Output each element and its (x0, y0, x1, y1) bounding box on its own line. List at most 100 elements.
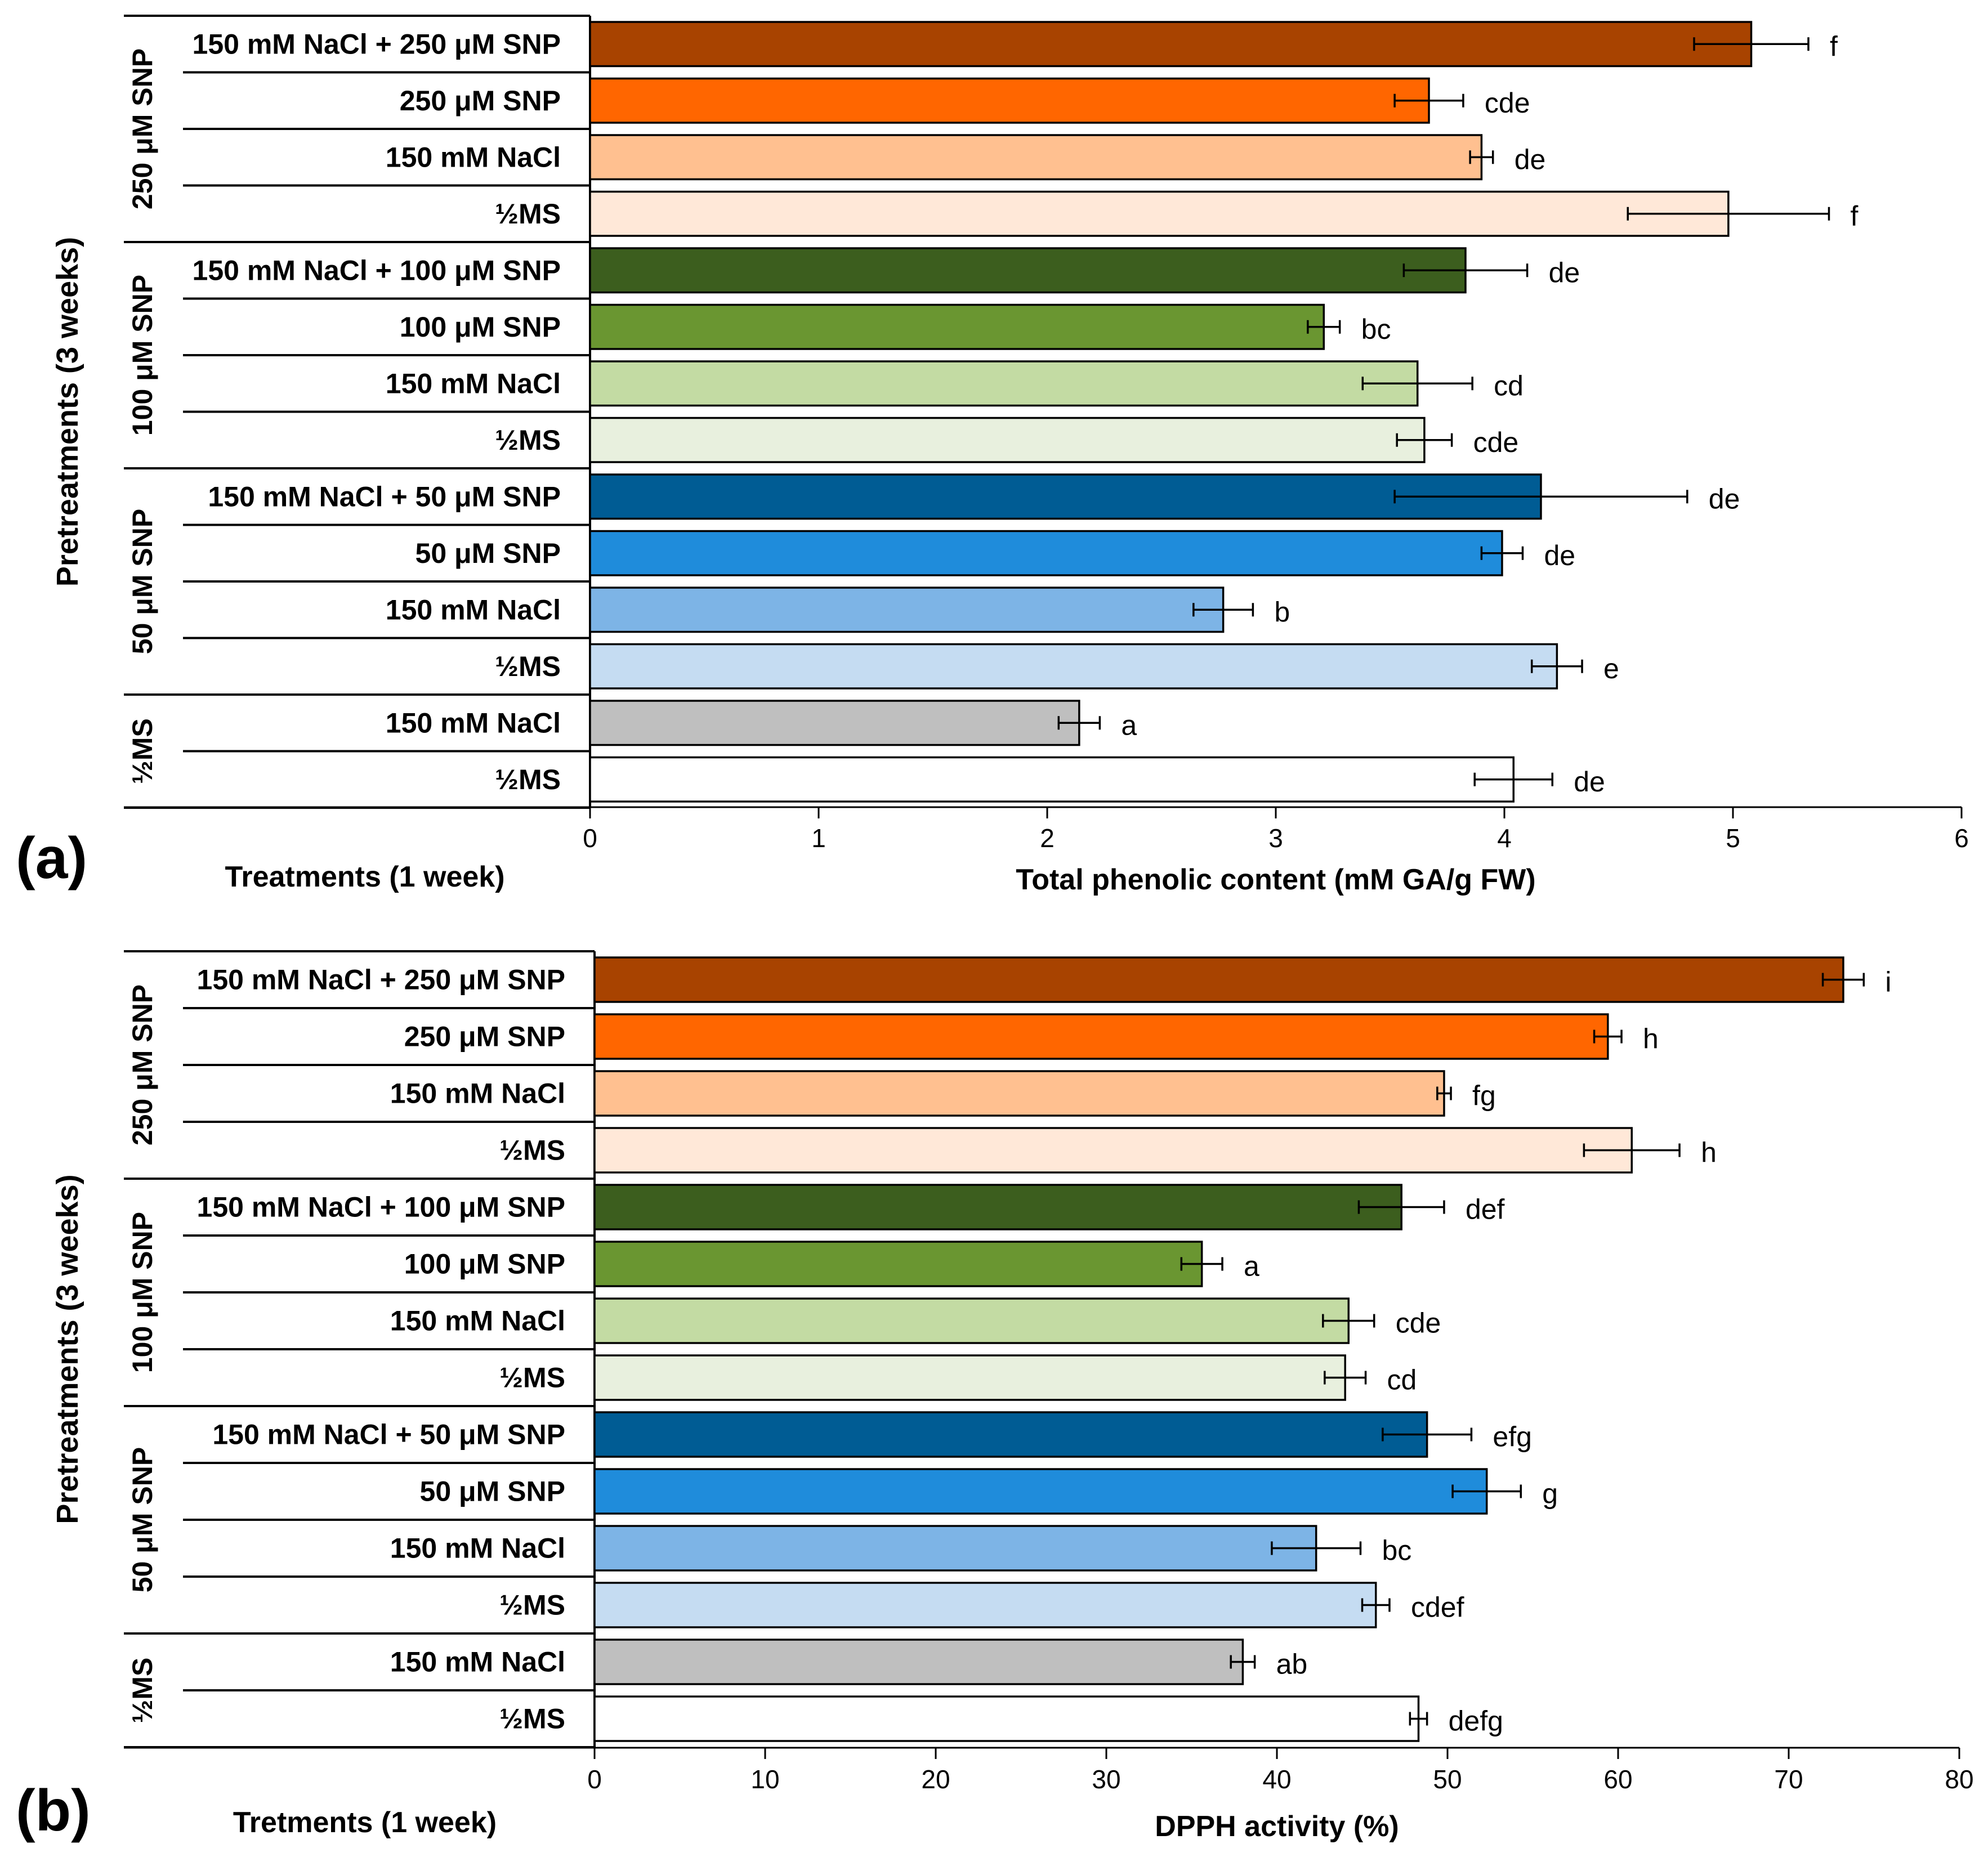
group-label: 100 μM SNP (127, 275, 158, 436)
significance-label: bc (1382, 1535, 1411, 1566)
bar (589, 587, 1225, 633)
bar (593, 1013, 1609, 1060)
panel-label: (b) (16, 1778, 91, 1843)
pretreatment-axis-title: Pretreatments (3 weeks) (51, 1174, 84, 1524)
significance-label: f (1830, 30, 1838, 62)
significance-label: de (1544, 540, 1575, 571)
treatment-label: 150 mM NaCl + 100 μM SNP (197, 1192, 565, 1223)
bar (589, 530, 1503, 576)
bar (589, 247, 1467, 294)
x-tick-label: 2 (1040, 823, 1055, 853)
x-tick-label: 4 (1497, 823, 1512, 853)
bar (593, 1241, 1203, 1287)
treatment-label: 150 mM NaCl (386, 141, 561, 173)
significance-label: a (1121, 709, 1137, 741)
treatment-axis-title: Treatments (1 week) (225, 861, 504, 893)
treatment-label: ½MS (499, 1362, 565, 1394)
bar (589, 21, 1753, 68)
x-tick-label: 50 (1433, 1765, 1462, 1794)
x-tick-label: 0 (583, 823, 597, 853)
group-label: ½MS (127, 1658, 158, 1724)
bar (593, 1639, 1244, 1685)
significance-label: cd (1494, 370, 1524, 401)
bar (589, 756, 1515, 803)
bar (593, 1411, 1428, 1458)
significance-label: h (1701, 1137, 1717, 1169)
bar (589, 190, 1730, 237)
panel-label: (a) (16, 826, 87, 891)
bar (589, 417, 1426, 463)
significance-label: def (1466, 1194, 1505, 1225)
treatment-label: 150 mM NaCl + 50 μM SNP (212, 1419, 565, 1451)
bar (593, 1354, 1346, 1401)
significance-label: de (1574, 766, 1605, 798)
treatment-label: 150 mM NaCl (386, 594, 561, 625)
treatment-label: 150 mM NaCl (390, 1646, 565, 1678)
x-tick-label: 80 (1945, 1765, 1973, 1794)
treatment-label: 100 μM SNP (404, 1248, 565, 1280)
significance-label: fg (1472, 1080, 1496, 1112)
group-label: 250 μM SNP (127, 984, 158, 1145)
significance-label: i (1885, 966, 1891, 998)
x-tick-label: 70 (1774, 1765, 1803, 1794)
treatment-label: ½MS (499, 1590, 565, 1621)
significance-label: b (1274, 596, 1290, 628)
bar (589, 134, 1483, 181)
significance-label: cde (1485, 87, 1530, 119)
treatment-label: 250 μM SNP (404, 1021, 565, 1053)
significance-label: efg (1493, 1421, 1532, 1453)
significance-label: cde (1473, 427, 1519, 458)
bar (593, 1525, 1317, 1572)
bar (593, 1184, 1402, 1230)
treatment-label: ½MS (495, 651, 561, 682)
x-tick-label: 20 (921, 1765, 950, 1794)
significance-label: a (1244, 1251, 1259, 1282)
treatment-label: 150 mM NaCl (386, 707, 561, 738)
treatment-label: 150 mM NaCl (390, 1305, 565, 1337)
x-tick-label: 5 (1726, 823, 1740, 853)
chart-panel-b: 250 μM SNP 150 mM NaCl + 250 μM SNP i 250 μ… (16, 950, 1974, 1843)
bar (589, 360, 1419, 407)
bar (593, 1468, 1488, 1515)
x-tick-label: 3 (1268, 823, 1283, 853)
bar (593, 1582, 1377, 1628)
treatment-label: ½MS (495, 424, 561, 456)
bar (589, 77, 1430, 124)
significance-label: cdef (1411, 1592, 1464, 1623)
treatment-label: 150 mM NaCl + 250 μM SNP (197, 964, 565, 996)
treatment-label: 150 mM NaCl + 50 μM SNP (208, 481, 561, 512)
treatment-label: 50 μM SNP (420, 1476, 565, 1507)
x-axis-title: Total phenolic content (mM GA/g FW) (1016, 863, 1535, 896)
significance-label: cd (1387, 1364, 1417, 1396)
x-tick-label: 0 (587, 1765, 602, 1794)
treatment-label: 150 mM NaCl (386, 368, 561, 399)
treatment-label: 150 mM NaCl + 100 μM SNP (193, 254, 561, 286)
significance-label: f (1851, 200, 1859, 232)
bar (589, 700, 1080, 746)
treatment-label: 250 μM SNP (400, 85, 561, 117)
treatment-label: ½MS (495, 764, 561, 795)
significance-label: de (1515, 144, 1546, 175)
x-tick-label: 30 (1092, 1765, 1120, 1794)
pretreatment-axis-title: Pretreatments (3 weeks) (51, 237, 84, 587)
significance-label: g (1542, 1478, 1558, 1510)
treatment-label: ½MS (499, 1703, 565, 1735)
x-tick-label: 6 (1954, 823, 1969, 853)
bar (593, 1127, 1633, 1174)
treatment-axis-title: Tretments (1 week) (233, 1806, 497, 1839)
treatment-label: 150 mM NaCl + 250 μM SNP (193, 28, 561, 60)
treatment-label: 100 μM SNP (400, 311, 561, 343)
x-axis-title: DPPH activity (%) (1155, 1810, 1399, 1843)
treatment-label: ½MS (495, 198, 561, 230)
group-label: ½MS (127, 718, 158, 784)
bar (589, 473, 1542, 520)
treatment-label: 50 μM SNP (416, 538, 561, 569)
x-tick-label: 10 (750, 1765, 779, 1794)
bar (593, 1070, 1445, 1117)
significance-label: defg (1449, 1706, 1503, 1737)
bar (593, 1695, 1420, 1742)
significance-label: de (1549, 257, 1580, 288)
bar (589, 303, 1325, 350)
